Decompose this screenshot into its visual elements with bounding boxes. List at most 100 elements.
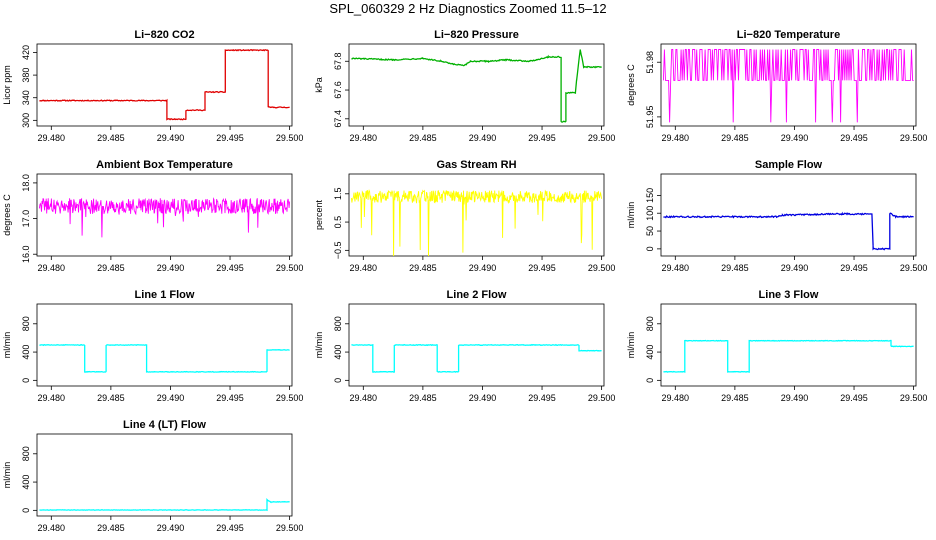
y-tick-label: 400 [21, 475, 31, 490]
x-tick-label: 29.480 [662, 393, 690, 403]
x-tick-label: 29.500 [588, 263, 616, 273]
x-tick-label: 29.495 [528, 133, 556, 143]
series-line [351, 343, 602, 373]
x-tick-label: 29.495 [216, 393, 244, 403]
x-tick-label: 29.495 [216, 133, 244, 143]
x-tick-label: 29.500 [900, 393, 928, 403]
x-tick-label: 29.480 [38, 523, 66, 533]
y-tick-label: 0 [645, 378, 655, 383]
y-tick-label: 100 [645, 206, 655, 221]
series-line [351, 49, 602, 123]
x-tick-label: 29.500 [276, 393, 304, 403]
y-tick-label: 16.0 [21, 245, 31, 263]
y-tick-label: 51.95 [645, 106, 655, 129]
y-tick-label: 0 [645, 246, 655, 251]
plot-frame [660, 43, 917, 127]
x-tick-label: 29.500 [276, 263, 304, 273]
y-axis-label: ml/min [2, 462, 12, 489]
x-tick-label: 29.490 [781, 393, 809, 403]
x-tick-label: 29.495 [528, 393, 556, 403]
x-tick-label: 29.485 [97, 133, 125, 143]
x-tick-label: 29.480 [38, 263, 66, 273]
chart-title: Li−820 Pressure [434, 29, 519, 41]
chart-panel-6: Sample Flow ml/min 29.480 29.485 29.490 29.49… [626, 159, 927, 273]
series-line [39, 343, 290, 373]
y-tick-label: 0 [21, 378, 31, 383]
chart-title: Li−820 Temperature [737, 29, 840, 41]
y-tick-label: 420 [21, 45, 31, 60]
x-tick-label: 29.480 [350, 133, 378, 143]
y-tick-label: 400 [645, 345, 655, 360]
y-axis-label: ml/min [2, 332, 12, 359]
plot-frame [348, 173, 605, 257]
chart-panel-10: Line 4 (LT) Flow ml/min 29.480 29.485 29.490… [2, 419, 303, 533]
chart-title: Line 3 Flow [759, 289, 819, 301]
y-tick-label: 400 [21, 345, 31, 360]
y-tick-label: 18.0 [21, 174, 31, 192]
y-axis-label: Licor ppm [2, 65, 12, 105]
y-tick-label: 800 [21, 316, 31, 331]
x-tick-label: 29.485 [97, 263, 125, 273]
plot-frame [36, 43, 293, 127]
x-tick-label: 29.490 [469, 263, 497, 273]
y-axis-label: kPa [314, 77, 324, 93]
chart-title: Line 2 Flow [447, 289, 507, 301]
y-tick-label: 67.8 [333, 52, 343, 70]
x-tick-label: 29.495 [840, 133, 868, 143]
y-tick-label: 67.4 [333, 110, 343, 128]
x-tick-label: 29.490 [469, 133, 497, 143]
y-tick-label: 50 [645, 226, 655, 236]
y-tick-label: 17.0 [21, 210, 31, 228]
x-tick-label: 29.480 [38, 393, 66, 403]
x-tick-label: 29.495 [216, 523, 244, 533]
plot-frame [348, 303, 605, 387]
y-tick-label: 800 [333, 316, 343, 331]
x-tick-label: 29.485 [97, 523, 125, 533]
chart-panel-5: Gas Stream RH percent 29.480 29.485 29.490 29… [314, 159, 615, 273]
x-tick-label: 29.490 [157, 523, 185, 533]
chart-title: Line 1 Flow [135, 289, 195, 301]
y-axis-label: ml/min [314, 332, 324, 359]
plot-frame [660, 303, 917, 387]
y-axis-label: ml/min [626, 332, 636, 359]
x-tick-label: 29.480 [350, 263, 378, 273]
y-axis-label: degrees C [626, 64, 636, 106]
x-tick-label: 29.500 [276, 523, 304, 533]
chart-title: Li−820 CO2 [134, 29, 194, 41]
chart-panel-2: Li−820 Pressure kPa 29.480 29.485 29.490 29.4… [314, 29, 615, 143]
x-tick-label: 29.495 [528, 263, 556, 273]
chart-panel-7: Line 1 Flow ml/min 29.480 29.485 29.490 29.49… [2, 289, 303, 403]
x-tick-label: 29.480 [38, 133, 66, 143]
x-tick-label: 29.490 [781, 263, 809, 273]
plot-frame [36, 433, 293, 517]
y-axis-label: ml/min [626, 202, 636, 229]
x-tick-label: 29.480 [350, 393, 378, 403]
x-tick-label: 29.490 [469, 393, 497, 403]
y-tick-label: 51.98 [645, 51, 655, 74]
chart-title: Line 4 (LT) Flow [123, 419, 206, 431]
x-tick-label: 29.485 [409, 393, 437, 403]
y-tick-label: 67.6 [333, 81, 343, 99]
x-tick-label: 29.500 [276, 133, 304, 143]
y-tick-label: 0 [333, 378, 343, 383]
plot-frame [36, 303, 293, 387]
y-tick-label: 380 [21, 68, 31, 83]
chart-title: Gas Stream RH [436, 159, 516, 171]
x-tick-label: 29.490 [157, 133, 185, 143]
chart-title: Ambient Box Temperature [96, 159, 233, 171]
y-axis-label: degrees C [2, 194, 12, 236]
chart-panel-9: Line 3 Flow ml/min 29.480 29.485 29.490 29.49… [626, 289, 927, 403]
y-axis-label: percent [314, 199, 324, 230]
x-tick-label: 29.495 [840, 393, 868, 403]
x-tick-label: 29.485 [409, 263, 437, 273]
y-tick-label: 800 [645, 316, 655, 331]
series-line [663, 211, 914, 251]
chart-title: Sample Flow [755, 159, 823, 171]
x-tick-label: 29.500 [900, 133, 928, 143]
x-tick-label: 29.500 [900, 263, 928, 273]
x-tick-label: 29.480 [662, 263, 690, 273]
series-line [38, 197, 291, 238]
chart-panel-1: Li−820 CO2 Licor ppm 29.480 29.485 29.490 29.… [2, 29, 303, 143]
x-tick-label: 29.500 [588, 393, 616, 403]
